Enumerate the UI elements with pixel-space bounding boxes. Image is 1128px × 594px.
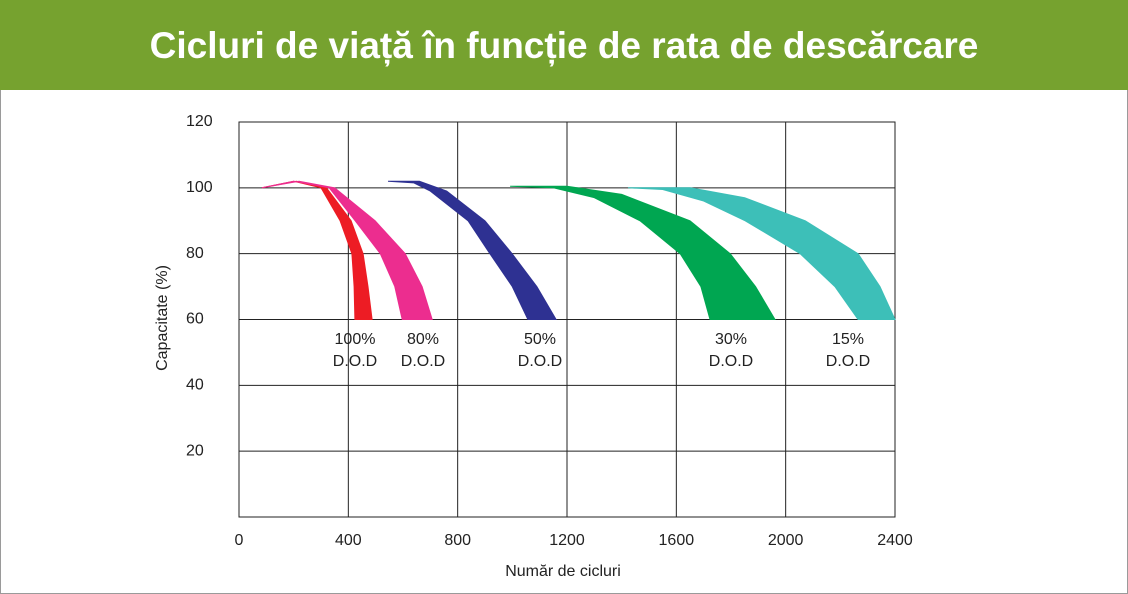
y-tick-label: 60 bbox=[186, 311, 204, 328]
band-label-suffix: D.O.D bbox=[826, 353, 870, 370]
band-label: 15% bbox=[832, 331, 864, 348]
x-axis-title: Număr de cicluri bbox=[505, 563, 621, 580]
chart-title: Cicluri de viață în funcție de rata de d… bbox=[150, 25, 979, 67]
dod-band bbox=[627, 187, 896, 320]
x-tick-label: 2000 bbox=[768, 532, 804, 549]
x-tick-label: 2400 bbox=[877, 532, 913, 549]
band-label-suffix: D.O.D bbox=[401, 353, 445, 370]
y-axis-title: Capacitate (%) bbox=[154, 265, 171, 371]
header-bar bbox=[0, 0, 1128, 90]
band-label: 100% bbox=[335, 331, 376, 348]
y-tick-label: 120 bbox=[186, 113, 213, 130]
x-tick-label: 1200 bbox=[549, 532, 585, 549]
band-label: 50% bbox=[524, 331, 556, 348]
dod-band bbox=[261, 180, 433, 320]
y-tick-label: 100 bbox=[186, 179, 213, 196]
band-label-suffix: D.O.D bbox=[333, 353, 377, 370]
x-tick-label: 1600 bbox=[659, 532, 695, 549]
y-tick-label: 20 bbox=[186, 442, 204, 459]
band-label-suffix: D.O.D bbox=[709, 353, 753, 370]
y-tick-label: 40 bbox=[186, 377, 204, 394]
x-tick-label: 400 bbox=[335, 532, 362, 549]
band-label: 80% bbox=[407, 331, 439, 348]
dod-band bbox=[261, 180, 373, 320]
y-tick-label: 80 bbox=[186, 245, 204, 262]
dod-band bbox=[387, 180, 557, 320]
band-label: 30% bbox=[715, 331, 747, 348]
x-tick-label: 800 bbox=[444, 532, 471, 549]
x-tick-label: 0 bbox=[235, 532, 244, 549]
dod-band bbox=[510, 185, 776, 320]
band-label-suffix: D.O.D bbox=[518, 353, 562, 370]
